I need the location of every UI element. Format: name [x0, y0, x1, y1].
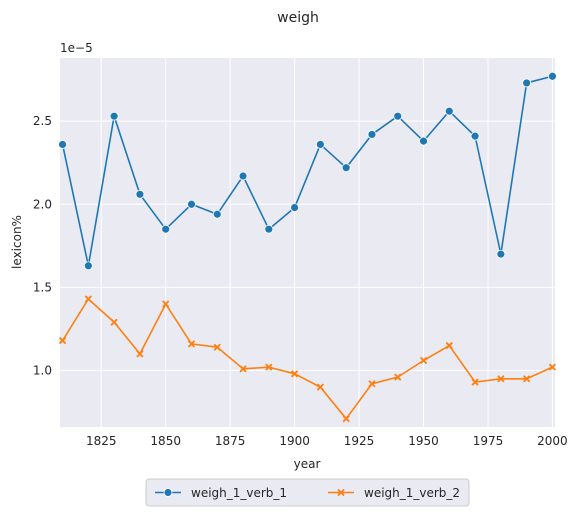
series-line	[61, 298, 553, 420]
y-tick-label: 1.5	[33, 280, 52, 294]
series-line	[61, 75, 553, 267]
y-offset-label: 1e−5	[60, 41, 93, 55]
y-axis-label: lexicon%	[10, 215, 24, 269]
data-point	[212, 209, 222, 219]
x-tick-label: 1950	[408, 434, 439, 448]
data-point	[419, 356, 428, 365]
legend-items: weigh_1_verb_1 weigh_1_verb_2	[155, 486, 460, 500]
series-2	[58, 295, 557, 423]
data-point	[187, 340, 196, 348]
data-point	[522, 78, 532, 88]
data-point	[496, 249, 506, 259]
data-point	[265, 363, 273, 371]
data-point	[135, 189, 145, 199]
data-point	[109, 111, 119, 121]
legend-marker	[163, 488, 173, 497]
plot-background	[60, 58, 555, 427]
x-tick-label: 1850	[150, 434, 181, 448]
data-point	[368, 380, 376, 388]
x-tick-label: 1825	[86, 434, 117, 448]
series-layer	[58, 71, 557, 423]
data-point	[444, 106, 454, 116]
series-1	[58, 71, 557, 271]
data-point	[548, 363, 557, 371]
grid-lines	[60, 58, 555, 427]
data-point	[470, 131, 480, 141]
x-axis-label: year	[294, 457, 321, 471]
y-tick-label: 2.5	[33, 114, 52, 128]
data-point	[393, 111, 403, 121]
data-point	[264, 224, 274, 234]
x-axis-ticks: 1825 1850 1875 1900 1925 1950 1975 2000	[86, 434, 568, 448]
y-tick-label: 2.0	[33, 197, 52, 211]
x-tick-label: 1925	[344, 434, 375, 448]
data-point	[394, 373, 402, 381]
y-tick-label: 1.0	[33, 363, 52, 377]
data-point	[548, 71, 557, 81]
data-point	[162, 300, 170, 308]
data-point	[445, 341, 453, 350]
legend-label: weigh_1_verb_2	[364, 486, 460, 500]
data-point	[497, 375, 505, 383]
data-point	[238, 171, 248, 181]
data-point	[187, 199, 196, 209]
data-point	[341, 163, 351, 173]
legend-label: weigh_1_verb_1	[191, 486, 287, 500]
data-point	[315, 140, 325, 149]
data-point	[110, 318, 118, 326]
chart-title: weigh	[277, 10, 319, 26]
data-point	[367, 130, 377, 139]
data-point	[419, 136, 428, 146]
data-point	[523, 375, 531, 383]
x-tick-label: 1975	[473, 434, 504, 448]
x-tick-label: 1900	[279, 434, 310, 448]
x-tick-label: 2000	[537, 434, 568, 448]
data-point	[290, 203, 300, 212]
data-point	[83, 261, 93, 271]
legend-box	[145, 478, 470, 507]
legend-marker	[337, 488, 345, 497]
y-axis-ticks: 1.0 1.5 2.0 2.5	[33, 114, 52, 377]
data-point	[213, 343, 221, 351]
data-point	[471, 378, 479, 386]
data-point	[58, 336, 67, 345]
data-point	[290, 370, 299, 378]
data-point	[136, 350, 144, 358]
data-point	[316, 383, 325, 391]
legend: weigh_1_verb_1 weigh_1_verb_2	[145, 478, 470, 507]
data-point	[84, 295, 92, 303]
x-tick-label: 1875	[215, 434, 246, 448]
data-point	[342, 415, 350, 423]
data-point	[239, 365, 247, 373]
data-point	[161, 224, 171, 234]
data-point	[58, 140, 67, 149]
